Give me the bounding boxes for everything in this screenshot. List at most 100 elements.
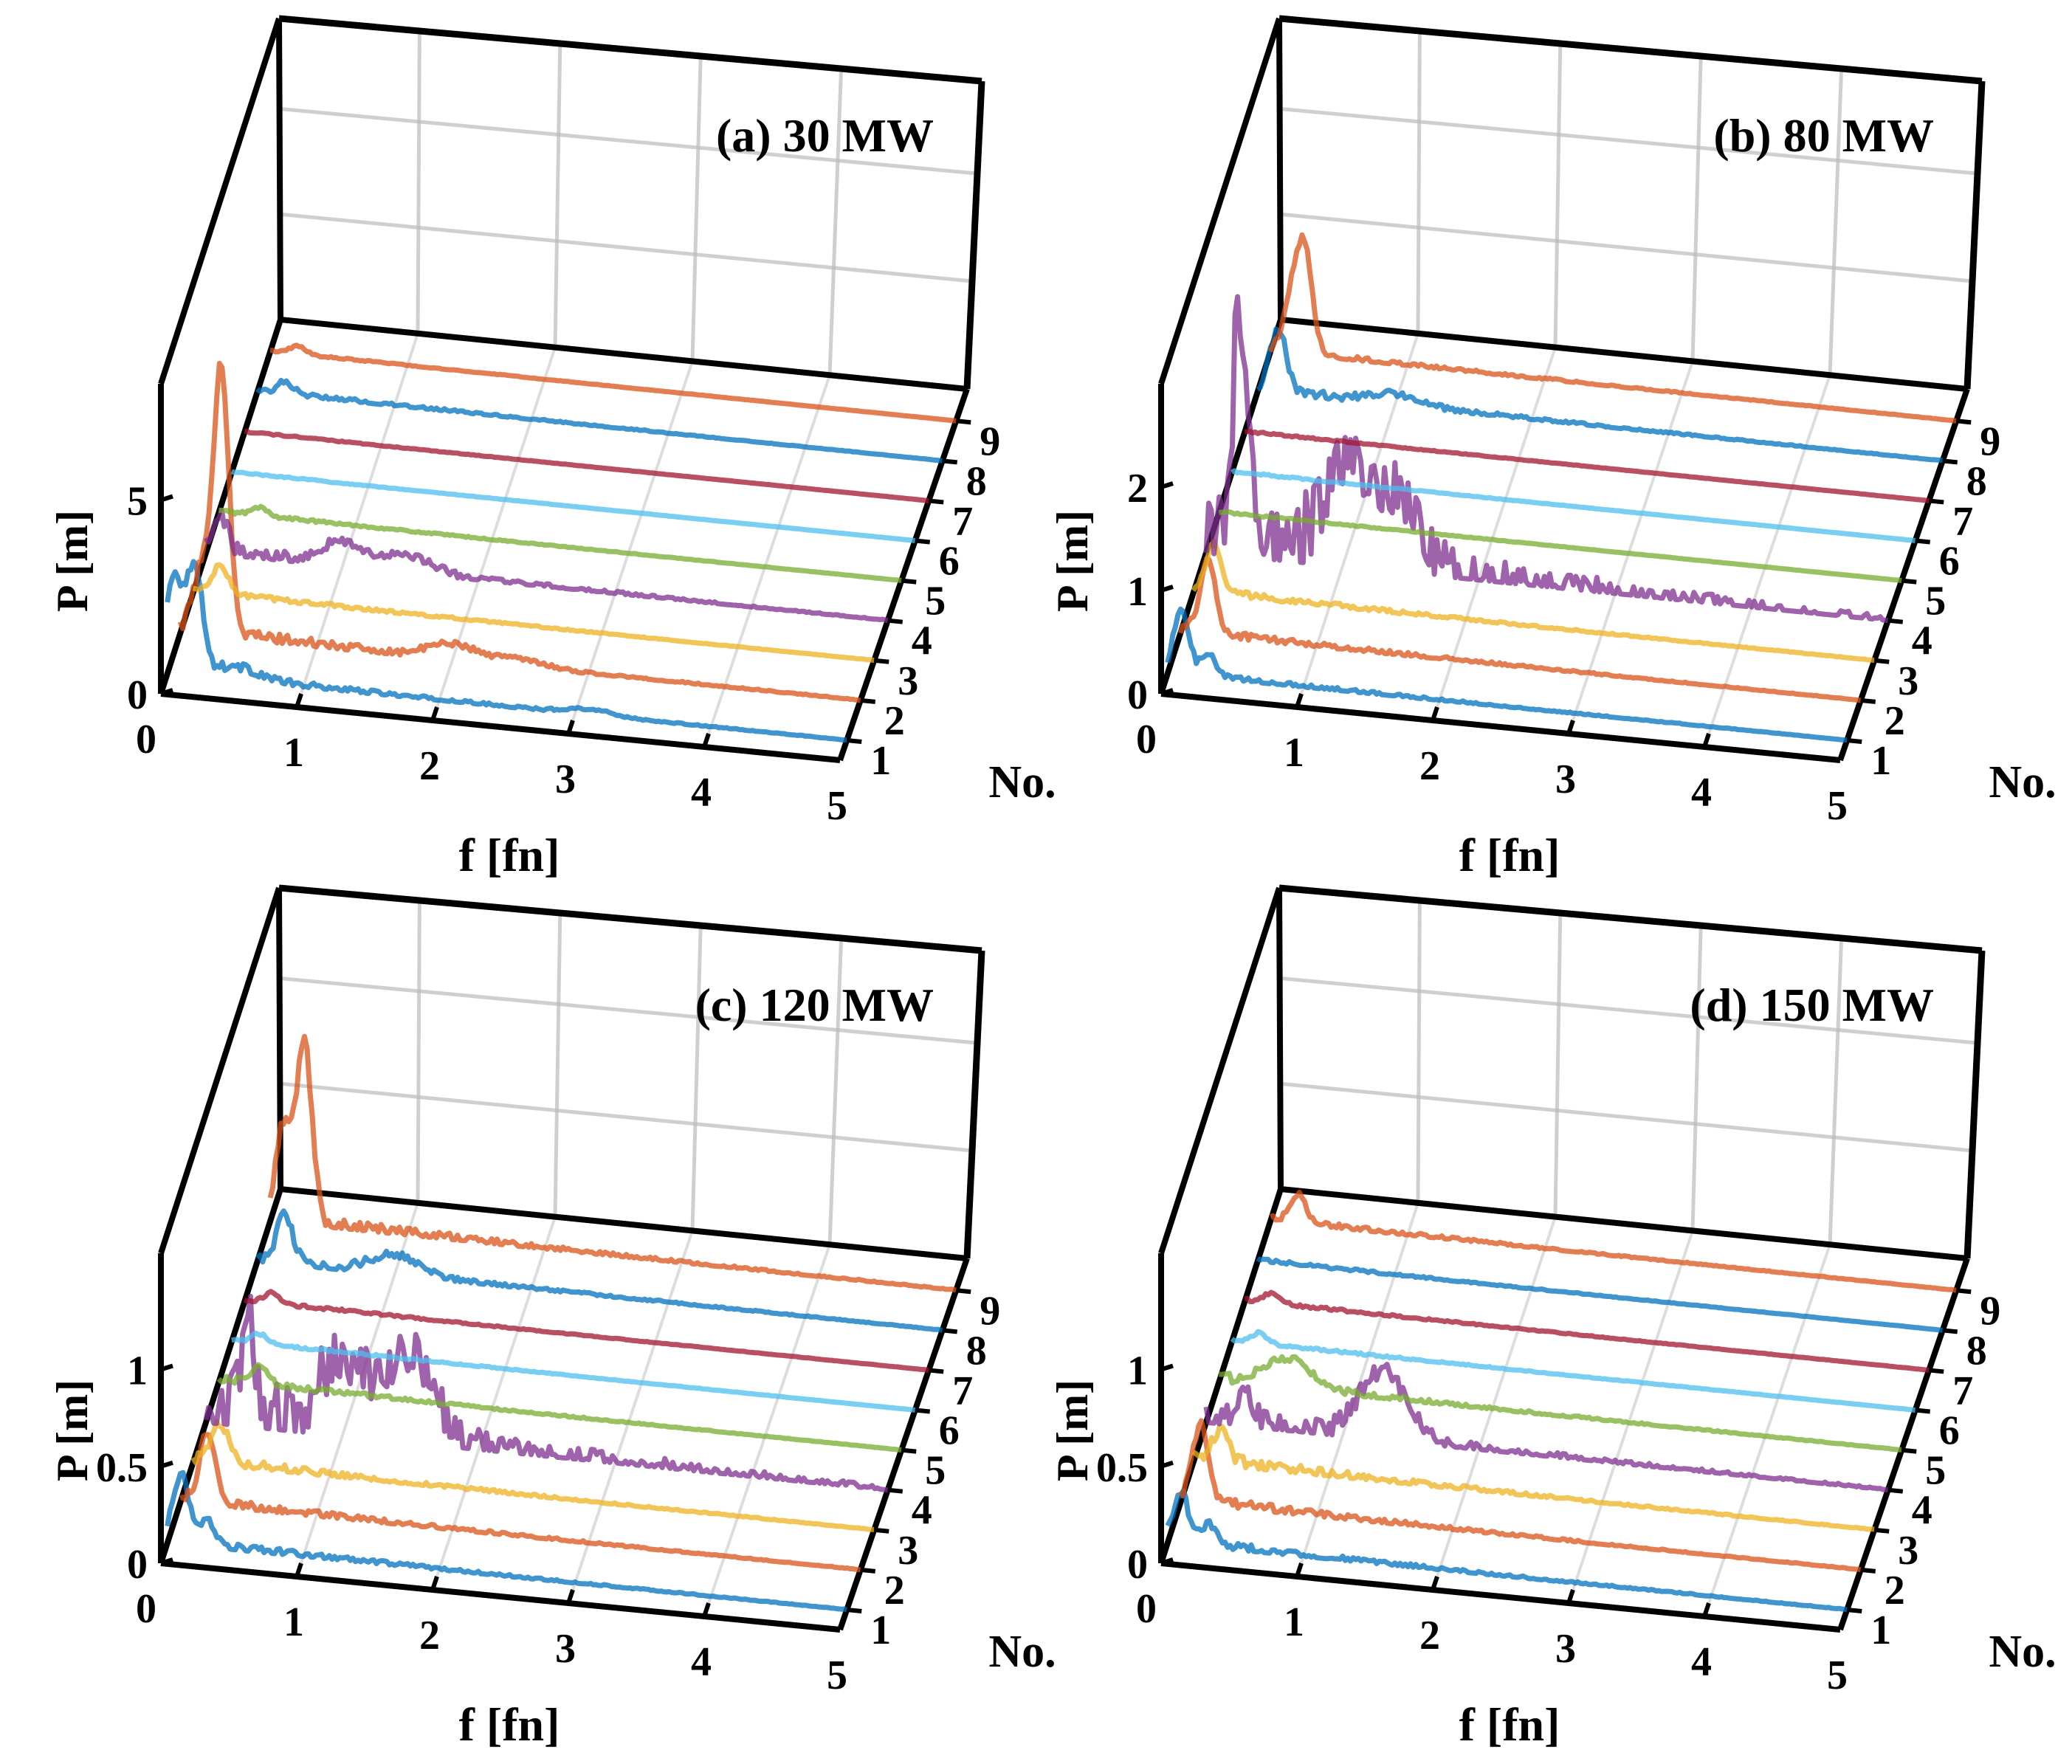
x-tick-mark [1295,1563,1304,1577]
series-line-4 [1203,294,1889,624]
series-line-5 [1218,509,1902,584]
grid-line-back-vertical [1553,43,1563,348]
y-tick-mark [915,1408,931,1414]
box-edge-floor-left [158,1188,283,1565]
y-tick-mark [860,697,876,704]
series-line-3 [1191,539,1875,663]
box-edge-back-right [963,950,985,1259]
y-tick-label: 8 [966,1328,987,1374]
y-tick-label: 4 [1912,1488,1932,1534]
grid-line-back-horizontal [1279,106,1978,176]
y-tick-mark [1915,1408,1931,1414]
grid-line-back-vertical [416,30,421,334]
box-edge-top-left [158,17,282,385]
y-tick-mark [887,618,904,624]
y-tick-label: 5 [925,1448,946,1494]
x-tick-label: 0 [136,1586,156,1632]
x-tick-mark [1566,720,1575,734]
box-edge-back-left [1276,887,1284,1190]
series-line-9 [1267,232,1957,424]
panel-title: (a) 30 MW [716,109,934,162]
z-tick-mark [1160,1557,1174,1565]
series-line-8 [1256,1255,1944,1333]
z-axis-label: P [m] [1048,510,1097,612]
grid-line-floor [295,1202,419,1577]
y-tick-mark [860,1567,876,1574]
z-tick-label: 0 [1127,672,1148,718]
y-tick-mark [942,458,958,465]
x-tick-mark [1431,1576,1439,1591]
y-tick-mark [873,1527,889,1534]
z-tick-label: 0 [127,1542,148,1588]
y-tick-label: 6 [1939,1408,1960,1454]
z-tick-label: 1 [1127,1348,1148,1394]
x-tick-mark [430,706,439,721]
box-edge-back-right [1963,950,1986,1259]
y-tick-label: 4 [1912,619,1932,664]
x-tick-label: 0 [1136,1586,1157,1632]
box-edge-top-back [1278,15,1983,85]
series-line-7 [243,1289,929,1373]
z-axis-label: P [m] [48,510,97,612]
x-axis-label: f [fn] [1459,1698,1560,1751]
y-tick-mark [887,1487,904,1494]
y-tick-mark [901,1447,917,1454]
y-tick-label: 4 [912,1488,932,1534]
series-line-3 [1191,1424,1875,1532]
z-tick-mark [1160,688,1174,696]
grid-line-back-vertical [553,43,562,348]
y-tick-label: 8 [1966,1328,1987,1374]
box-edge-top-left [1158,886,1282,1255]
y-tick-label: 7 [1952,1368,1973,1413]
box-edge-back-left [276,18,283,320]
y-tick-mark [1942,1328,1958,1334]
y-axis-label: No. [1989,757,2056,807]
y-tick-label: 1 [1870,738,1891,784]
z-tick-mark [1160,585,1174,593]
y-tick-label: 9 [980,418,1000,464]
y-tick-label: 6 [939,1408,960,1454]
y-tick-label: 2 [1885,1568,1905,1613]
z-tick-label: 1 [127,1348,148,1394]
grid-line-back-vertical [1553,912,1563,1217]
y-tick-mark [846,737,862,744]
y-tick-mark [1887,618,1904,624]
series-line-5 [1218,1354,1902,1453]
x-tick-mark [295,693,303,708]
z-tick-mark [160,1460,173,1469]
y-tick-label: 7 [952,1368,973,1413]
y-tick-mark [1928,498,1944,505]
x-tick-mark [566,720,575,734]
series-line-4 [1203,1362,1889,1493]
x-axis-label: f [fn] [459,1698,560,1751]
x-tick-label: 1 [283,1599,304,1645]
grid-line-back-horizontal [279,976,978,1045]
box-edge-top-left [158,886,282,1255]
z-tick-label: 1 [1127,569,1148,615]
x-tick-label: 2 [1419,1613,1440,1658]
series-line-6 [230,469,916,543]
grid-line-floor [431,346,557,721]
y-tick-label: 3 [898,1528,918,1574]
y-tick-mark [1887,1487,1904,1494]
x-tick-label: 0 [1136,717,1157,762]
grid-line-back-vertical [1690,925,1703,1231]
y-tick-label: 8 [966,458,987,504]
z-tick-mark [160,494,173,503]
grid-line-back-horizontal [1280,1081,1973,1153]
z-tick-label: 0.5 [96,1445,148,1491]
z-tick-label: 2 [1127,466,1148,511]
x-tick-label: 5 [1827,1653,1848,1698]
y-tick-label: 3 [1898,1528,1918,1574]
box-edge-top-back [278,884,982,954]
y-tick-mark [955,1288,971,1295]
y-tick-label: 9 [1980,418,2000,464]
x-tick-mark [1566,1589,1575,1604]
y-tick-label: 5 [1925,579,1946,624]
series-line-3 [192,562,875,663]
y-tick-label: 5 [925,579,946,624]
x-tick-label: 0 [136,717,156,762]
